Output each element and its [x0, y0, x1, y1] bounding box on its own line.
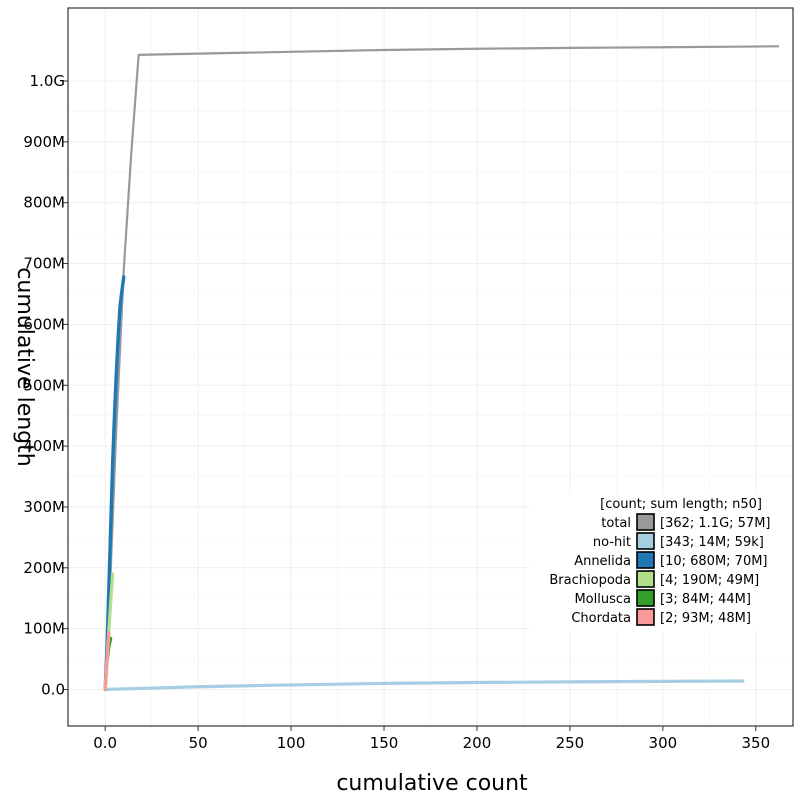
series-line-no-hit: [103, 679, 745, 692]
legend-items: total [362; 1.1G; 57M] no-hit [343; 14M; 59…: [549, 513, 771, 626]
legend-swatch-no-hit: [636, 532, 655, 550]
legend-stats-chordata: [2; 93M; 48M]: [660, 611, 751, 626]
x-tick-label: 300: [649, 734, 678, 752]
y-tick-label: 900M: [23, 133, 65, 151]
legend-stats-mollusca: [3; 84M; 44M]: [660, 592, 751, 607]
y-tick-label: 600M: [23, 315, 65, 333]
legend-swatch-chordata: [636, 608, 655, 626]
y-tick-label: 400M: [23, 437, 65, 455]
legend-background: [530, 494, 792, 630]
y-tick-label: 500M: [23, 376, 65, 394]
x-tick-label: 50: [189, 734, 208, 752]
y-tick-label: 1.0G: [30, 72, 65, 90]
y-tick-label: 100M: [23, 620, 65, 638]
x-tick-label: 150: [370, 734, 399, 752]
legend-label-brachiopoda: Brachiopoda: [549, 573, 631, 588]
y-tick-label: 200M: [23, 559, 65, 577]
series-line-annelida: [103, 275, 126, 692]
series-lines: [103, 45, 780, 692]
series-line-total: [104, 45, 780, 691]
plot-border: [67, 7, 794, 727]
legend-stats-annelida: [10; 680M; 70M]: [660, 554, 768, 569]
legend-swatch-annelida: [636, 551, 655, 569]
x-tick-label: 250: [556, 734, 585, 752]
axis-ticks: 0.0 50 100 150 200 250 300 350 0.0 100M 200M 300M 40…: [23, 72, 770, 752]
y-tick-label: 0.0: [41, 680, 65, 698]
legend-swatch-total: [636, 513, 655, 531]
legend-label-mollusca: Mollusca: [574, 592, 631, 607]
x-tick-label: 350: [742, 734, 771, 752]
x-tick-label: 100: [277, 734, 306, 752]
legend-label-chordata: Chordata: [571, 611, 631, 626]
legend-stats-brachiopoda: [4; 190M; 49M]: [660, 573, 759, 588]
legend: [count; sum length; n50] total [362; 1.1G…: [530, 494, 792, 630]
x-axis-title: cumulative count: [336, 771, 528, 796]
x-tick-label: 200: [463, 734, 492, 752]
y-tick-label: 300M: [23, 498, 65, 516]
legend-title: [count; sum length; n50]: [600, 497, 762, 512]
legend-swatch-brachiopoda: [636, 570, 655, 588]
legend-label-no-hit: no-hit: [593, 535, 631, 550]
x-tick-label: 0.0: [93, 734, 117, 752]
series-line-chordata: [103, 631, 111, 692]
legend-label-total: total: [601, 516, 631, 531]
grid-lines: [68, 8, 793, 726]
legend-label-annelida: Annelida: [574, 554, 631, 569]
y-axis-title: cumulative length: [12, 267, 37, 466]
legend-stats-total: [362; 1.1G; 57M]: [660, 516, 771, 531]
y-tick-label: 800M: [23, 194, 65, 212]
legend-stats-no-hit: [343; 14M; 59k]: [660, 535, 764, 550]
y-tick-label: 700M: [23, 255, 65, 273]
legend-swatch-mollusca: [636, 589, 655, 607]
